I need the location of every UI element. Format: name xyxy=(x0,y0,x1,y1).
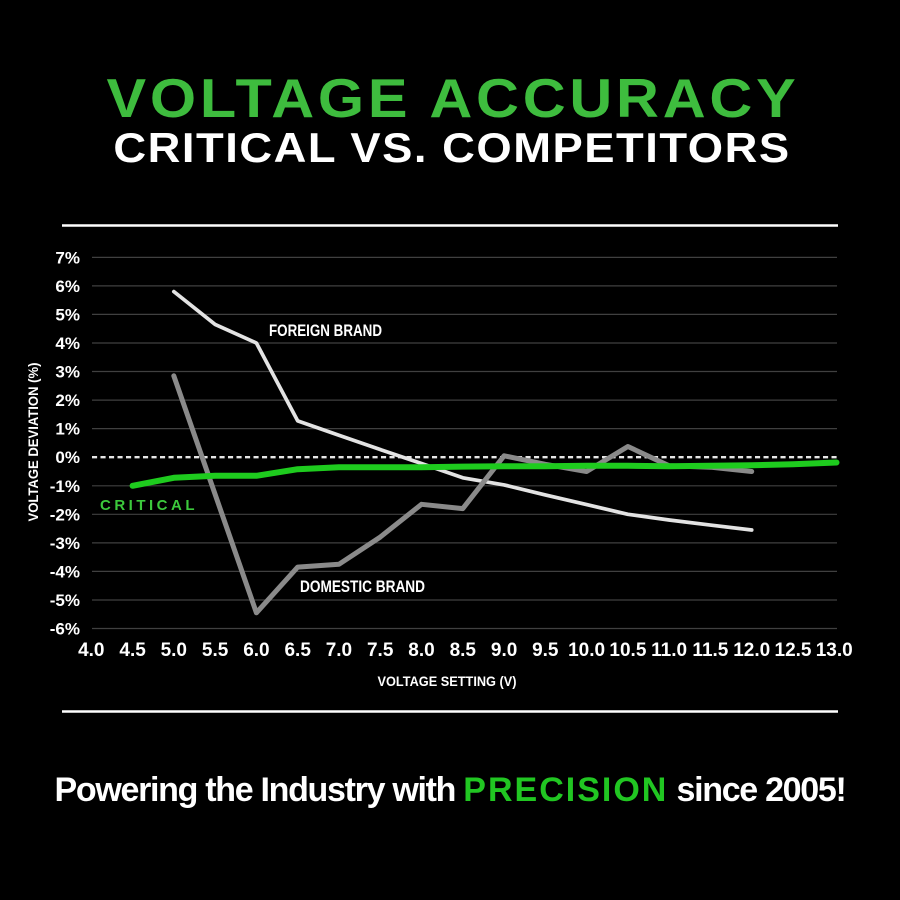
svg-text:FOREIGN BRAND: FOREIGN BRAND xyxy=(269,322,382,340)
svg-text:12.0: 12.0 xyxy=(733,640,770,661)
svg-text:12.5: 12.5 xyxy=(775,640,812,661)
svg-text:6%: 6% xyxy=(55,277,80,296)
svg-text:7%: 7% xyxy=(55,248,80,267)
svg-text:13.0: 13.0 xyxy=(816,640,853,661)
svg-text:VOLTAGE DEVIATION (%): VOLTAGE DEVIATION (%) xyxy=(25,363,41,522)
svg-text:-4%: -4% xyxy=(50,562,80,581)
svg-text:10.5: 10.5 xyxy=(609,640,646,661)
svg-text:6.5: 6.5 xyxy=(284,640,311,661)
svg-text:7.5: 7.5 xyxy=(367,640,394,661)
svg-text:CRITICAL: CRITICAL xyxy=(100,497,198,514)
svg-text:1%: 1% xyxy=(55,420,80,439)
svg-text:4.0: 4.0 xyxy=(78,640,104,661)
svg-text:3%: 3% xyxy=(55,363,80,382)
svg-text:10.0: 10.0 xyxy=(568,640,605,661)
svg-text:-3%: -3% xyxy=(50,534,80,553)
svg-text:9.0: 9.0 xyxy=(491,640,517,661)
svg-text:-1%: -1% xyxy=(50,477,80,496)
svg-text:9.5: 9.5 xyxy=(532,640,559,661)
svg-text:6.0: 6.0 xyxy=(243,640,269,661)
svg-text:5.5: 5.5 xyxy=(202,640,229,661)
svg-text:2%: 2% xyxy=(55,391,80,410)
svg-text:-2%: -2% xyxy=(50,505,80,524)
svg-text:7.0: 7.0 xyxy=(326,640,352,661)
svg-text:8.5: 8.5 xyxy=(450,640,477,661)
svg-text:0%: 0% xyxy=(55,448,80,467)
svg-text:5%: 5% xyxy=(55,305,80,324)
svg-text:11.0: 11.0 xyxy=(651,640,687,661)
svg-text:8.0: 8.0 xyxy=(408,640,434,661)
svg-text:VOLTAGE SETTING (V): VOLTAGE SETTING (V) xyxy=(378,673,517,689)
svg-text:-6%: -6% xyxy=(50,620,80,639)
svg-text:5.0: 5.0 xyxy=(161,640,187,661)
svg-text:11.5: 11.5 xyxy=(692,640,728,661)
svg-text:4%: 4% xyxy=(55,334,80,353)
svg-text:-5%: -5% xyxy=(50,591,80,610)
svg-text:4.5: 4.5 xyxy=(119,640,146,661)
svg-text:DOMESTIC BRAND: DOMESTIC BRAND xyxy=(300,578,425,596)
